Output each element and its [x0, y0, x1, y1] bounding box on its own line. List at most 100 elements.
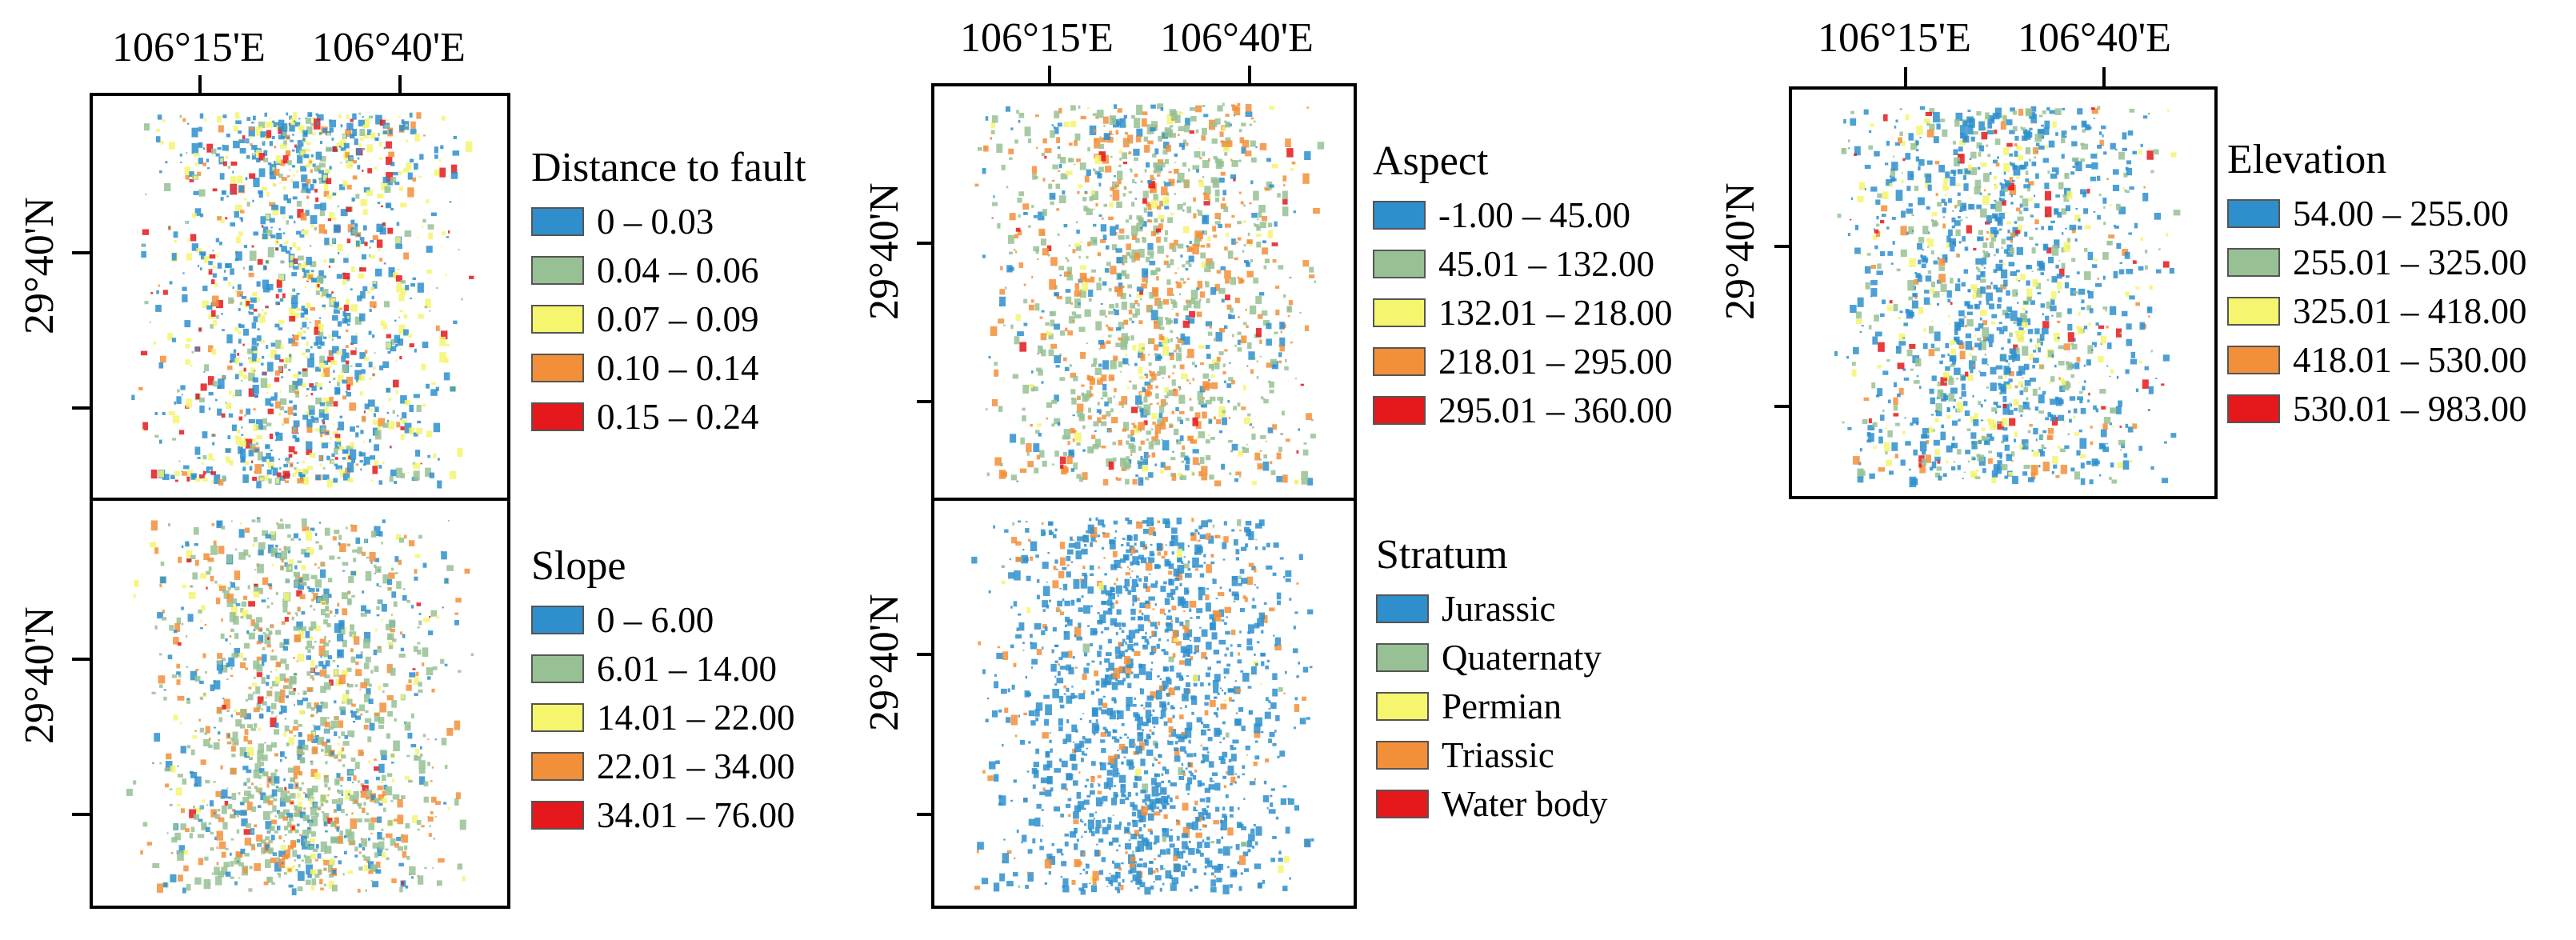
legend-title: Slope: [531, 543, 626, 589]
legend-label: 255.01 – 325.00: [2293, 242, 2527, 282]
legend-item: 0.15 – 0.24: [531, 396, 806, 437]
legend-item: 418.01 – 530.00: [2227, 339, 2527, 380]
lon-label-106-15: 106°15'E: [960, 15, 1114, 61]
legend-item: 0 – 6.00: [531, 600, 795, 640]
raster-map-aspect: [974, 102, 1325, 486]
legend-label: 0.07 – 0.09: [597, 298, 759, 339]
legend-swatch: [1376, 740, 1429, 770]
legend-label: 295.01 – 360.00: [1438, 390, 1673, 430]
lat-tick: [1774, 405, 1794, 408]
legend-title: Elevation: [2227, 137, 2387, 182]
legend-swatch: [1376, 691, 1429, 721]
legend-item: Permian: [1376, 686, 1608, 726]
legend-swatch: [2227, 394, 2280, 423]
legend-swatch: [1376, 789, 1429, 818]
legend-label: 6.01 – 14.00: [597, 648, 777, 689]
legend-item: 0.04 – 0.06: [531, 250, 806, 290]
legend-swatch: [531, 800, 584, 830]
legend-label: -1.00 – 45.00: [1438, 194, 1630, 235]
lon-tick: [1248, 66, 1251, 85]
lat-label: 29°40'N: [862, 594, 907, 731]
lon-tick: [198, 75, 202, 94]
raster-map-slope: [126, 517, 474, 896]
lon-tick: [1048, 66, 1051, 85]
legend-label: 0.04 – 0.06: [597, 250, 759, 290]
raster-map-stratum: [971, 517, 1314, 895]
legend-swatch: [531, 751, 584, 781]
legend-item: 218.01 – 295.00: [1373, 342, 1673, 382]
legend-swatch: [531, 353, 584, 382]
legend-item: 0 – 0.03: [531, 202, 806, 242]
legend-item: 34.01 – 76.00: [531, 794, 795, 835]
legend-swatch: [2227, 247, 2280, 277]
legend-swatch: [531, 304, 584, 334]
legend-slope: Slope 0 – 6.00 6.01 – 14.00 14.01 – 22.00 2…: [531, 542, 795, 835]
lat-tick: [72, 658, 91, 661]
legend-swatch: [2227, 296, 2280, 326]
legend-swatch: [531, 654, 584, 683]
legend-item: Quaternaty: [1376, 637, 1608, 678]
map-frame: [931, 83, 1357, 501]
legend-swatch: [531, 255, 584, 285]
lon-label-106-15: 106°15'E: [112, 25, 266, 70]
legend-item: 132.01 – 218.00: [1373, 292, 1673, 333]
legend-item: Water body: [1376, 783, 1608, 824]
legend-item: 530.01 – 983.00: [2227, 388, 2527, 429]
legend-swatch: [1373, 200, 1426, 230]
legend-swatch: [531, 206, 584, 236]
lat-label: 29°40'N: [1718, 182, 1763, 320]
lon-label-106-40: 106°40'E: [312, 25, 466, 70]
legend-label: 0.10 – 0.14: [597, 347, 759, 388]
lat-tick: [1774, 245, 1794, 248]
map-frame: [90, 93, 510, 501]
map-frame: [90, 498, 510, 909]
legend-item: Triassic: [1376, 734, 1608, 775]
legend-label: Water body: [1442, 783, 1608, 824]
legend-aspect: Aspect -1.00 – 45.00 45.01 – 132.00 132.01…: [1373, 138, 1673, 430]
legend-item: 255.01 – 325.00: [2227, 242, 2527, 282]
legend-label: 132.01 – 218.00: [1438, 292, 1673, 333]
legend-item: 0.10 – 0.14: [531, 347, 806, 388]
lat-label: 29°40'N: [17, 197, 62, 334]
legend-swatch: [531, 702, 584, 732]
legend-item: 325.01 – 418.00: [2227, 290, 2527, 331]
legend-item: -1.00 – 45.00: [1373, 194, 1673, 235]
legend-swatch: [531, 402, 584, 431]
legend-label: 45.01 – 132.00: [1438, 243, 1654, 284]
legend-label: 14.01 – 22.00: [597, 697, 795, 738]
legend-label: Triassic: [1442, 734, 1554, 775]
legend-label: 418.01 – 530.00: [2293, 339, 2527, 380]
legend-item: 295.01 – 360.00: [1373, 390, 1673, 430]
legend-label: 530.01 – 983.00: [2293, 388, 2527, 429]
raster-map-distance-to-fault: [131, 112, 474, 489]
legend-item: 0.07 – 0.09: [531, 298, 806, 339]
lon-tick: [2102, 67, 2106, 86]
legend-label: Permian: [1442, 686, 1562, 726]
legend-label: 34.01 – 76.00: [597, 794, 795, 835]
lat-tick: [72, 406, 91, 410]
legend-item: 14.01 – 22.00: [531, 697, 795, 738]
lat-tick: [917, 813, 936, 816]
map-frame: [931, 498, 1357, 909]
legend-item: Jurassic: [1376, 588, 1608, 629]
legend-swatch: [1376, 594, 1429, 623]
legend-swatch: [1373, 395, 1426, 425]
raster-map-elevation: [1834, 106, 2181, 488]
legend-title: Stratum: [1376, 532, 1508, 578]
map-frame: [1789, 86, 2218, 499]
lat-label: 29°40'N: [17, 606, 62, 744]
legend-swatch: [1373, 346, 1426, 376]
legend-label: 0.15 – 0.24: [597, 396, 759, 437]
legend-label: 22.01 – 34.00: [597, 746, 795, 786]
legend-distance-to-fault: Distance to fault 0 – 0.03 0.04 – 0.06 0.0…: [531, 144, 806, 437]
lat-tick: [917, 653, 936, 656]
legend-label: 325.01 – 418.00: [2293, 290, 2527, 331]
lon-label-106-40: 106°40'E: [2018, 15, 2171, 61]
legend-swatch: [1376, 642, 1429, 672]
lon-tick: [398, 75, 402, 94]
legend-label: Jurassic: [1442, 588, 1556, 629]
legend-label: Quaternaty: [1442, 637, 1602, 678]
lat-tick: [917, 400, 936, 403]
legend-stratum: Stratum Jurassic Quaternaty Permian Triassi…: [1376, 531, 1608, 824]
legend-swatch: [1373, 298, 1426, 327]
